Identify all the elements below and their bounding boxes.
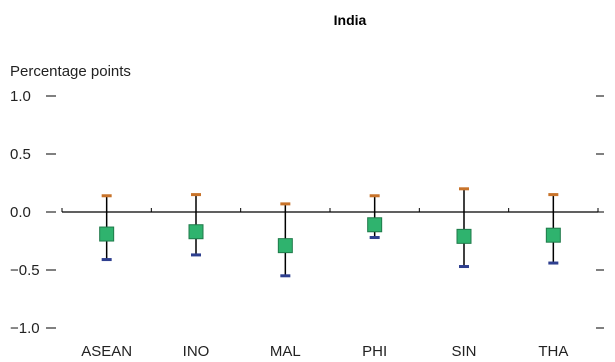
y-tick-label: −1.0: [10, 320, 40, 337]
point-marker: [188, 224, 204, 240]
y-axis-label: Percentage points: [10, 63, 131, 80]
y-tick-label: 1.0: [10, 88, 31, 105]
point-marker: [545, 227, 561, 243]
lower-bound-cap: [101, 258, 112, 262]
x-tick-label: INO: [183, 343, 210, 360]
y-tick-label: 0.5: [10, 146, 31, 163]
upper-bound-cap: [459, 187, 469, 191]
chart-title: India: [334, 12, 367, 28]
zero-line: [61, 208, 599, 213]
x-tick-label: PHI: [362, 343, 387, 360]
lower-bound-cap: [191, 253, 201, 257]
data-marks: [99, 187, 561, 278]
x-tick-label: ASEAN: [81, 343, 132, 360]
y-axis: 1.0 0.5 0.0 −0.5 −1.0: [10, 88, 604, 337]
upper-bound-cap: [101, 194, 112, 198]
x-axis-categories: ASEAN INO MAL PHI SIN THA: [81, 343, 568, 360]
x-tick-label: MAL: [270, 343, 301, 360]
upper-bound-cap: [548, 193, 559, 197]
point-marker: [456, 228, 472, 244]
lower-bound-cap: [369, 236, 380, 240]
point-marker: [367, 217, 383, 233]
lower-bound-cap: [459, 265, 469, 269]
y-tick-label: −0.5: [10, 262, 40, 279]
x-tick-label: SIN: [451, 343, 476, 360]
y-tick-label: 0.0: [10, 204, 31, 221]
upper-bound-cap: [191, 193, 201, 197]
x-tick-label: THA: [538, 343, 568, 360]
lower-bound-cap: [548, 261, 559, 265]
upper-bound-cap: [280, 202, 291, 206]
point-marker: [99, 226, 115, 242]
upper-bound-cap: [369, 194, 380, 198]
lower-bound-cap: [280, 274, 291, 278]
point-marker: [277, 238, 293, 254]
